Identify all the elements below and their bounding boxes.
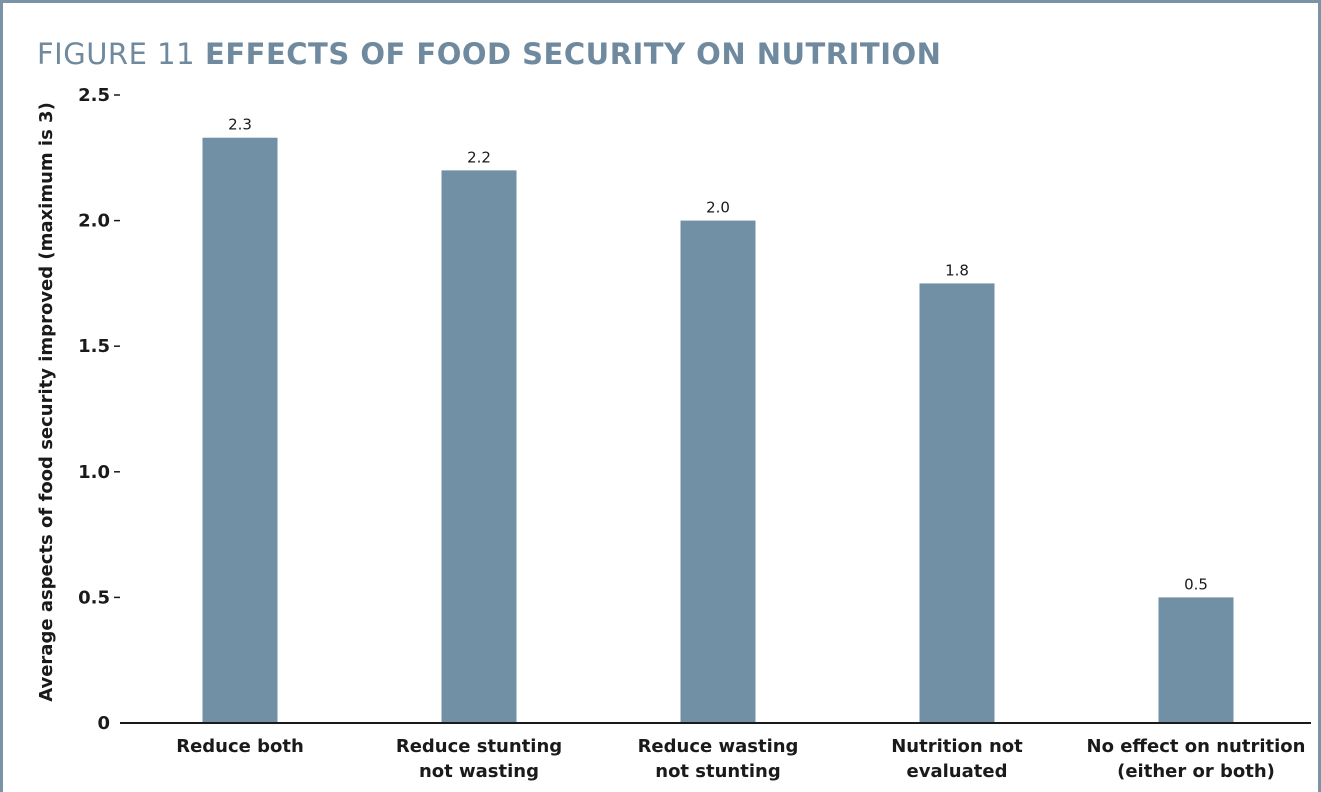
bar xyxy=(680,220,756,723)
data-label: 2.3 xyxy=(228,116,252,134)
figure-label: FIGURE 11 xyxy=(37,37,196,71)
x-category-label: Reduce both xyxy=(176,736,304,757)
figure-heading: FIGURE 11 EFFECTS OF FOOD SECURITY ON NUT… xyxy=(37,36,941,72)
y-tick-label: 2.0 xyxy=(78,211,110,232)
figure-title: EFFECTS OF FOOD SECURITY ON NUTRITION xyxy=(205,37,942,71)
x-category-label: evaluated xyxy=(907,761,1008,782)
y-tick-label: 1.5 xyxy=(78,336,110,357)
x-category-label: Nutrition not xyxy=(891,736,1023,757)
bar xyxy=(441,170,517,724)
x-category-label: Reduce wasting xyxy=(638,736,799,757)
y-tick-label: 2.5 xyxy=(78,85,110,106)
data-label: 1.8 xyxy=(945,261,969,279)
x-category-label: No effect on nutrition xyxy=(1087,736,1306,757)
x-category-label: not wasting xyxy=(419,761,539,782)
bar xyxy=(1158,597,1234,723)
bar xyxy=(202,137,278,724)
data-label: 2.2 xyxy=(467,148,491,166)
data-label: 0.5 xyxy=(1184,575,1208,593)
x-category-label: not stunting xyxy=(655,761,780,782)
bar xyxy=(919,283,995,723)
y-tick-label: 1.0 xyxy=(78,462,110,483)
x-category-label: (either or both) xyxy=(1117,761,1275,782)
y-axis-label: Average aspects of food security improve… xyxy=(36,102,57,702)
y-tick-label: 0 xyxy=(97,713,110,734)
data-label: 2.0 xyxy=(706,199,730,217)
x-category-label: Reduce stunting xyxy=(396,736,562,757)
y-tick-label: 0.5 xyxy=(78,587,110,608)
